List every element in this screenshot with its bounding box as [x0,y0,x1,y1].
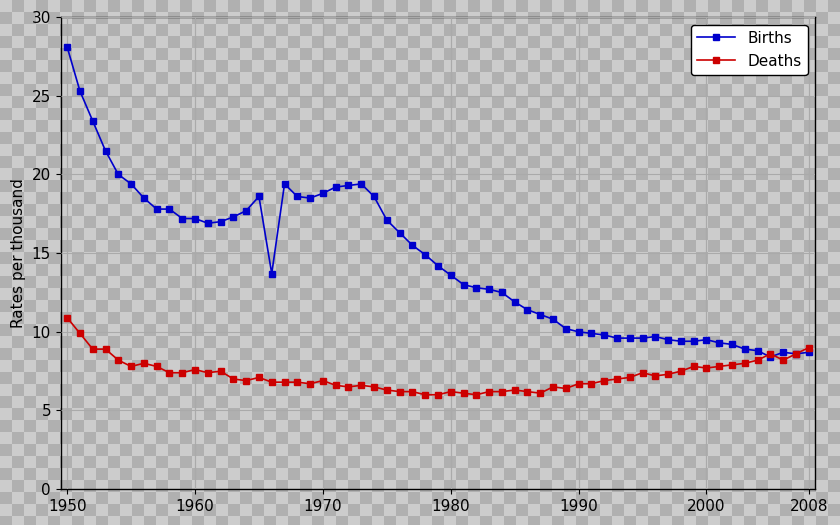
Deaths [177,370,187,376]
Births [599,332,609,338]
Deaths [62,314,72,321]
Births [804,349,814,355]
Deaths [254,374,264,381]
Deaths [87,346,97,352]
Deaths [459,390,469,396]
Deaths [612,376,622,382]
Births [87,118,97,124]
Deaths [804,344,814,351]
Births [446,272,456,278]
Line: Deaths: Deaths [65,315,811,397]
Births [177,215,187,222]
Births [254,193,264,200]
Y-axis label: Rates per thousand: Rates per thousand [11,178,26,328]
Deaths [420,392,430,398]
Births [765,354,775,360]
Births [139,195,149,201]
Line: Births: Births [65,44,811,360]
Legend: Births, Deaths: Births, Deaths [690,25,807,75]
Deaths [139,360,149,366]
Births [62,44,72,50]
